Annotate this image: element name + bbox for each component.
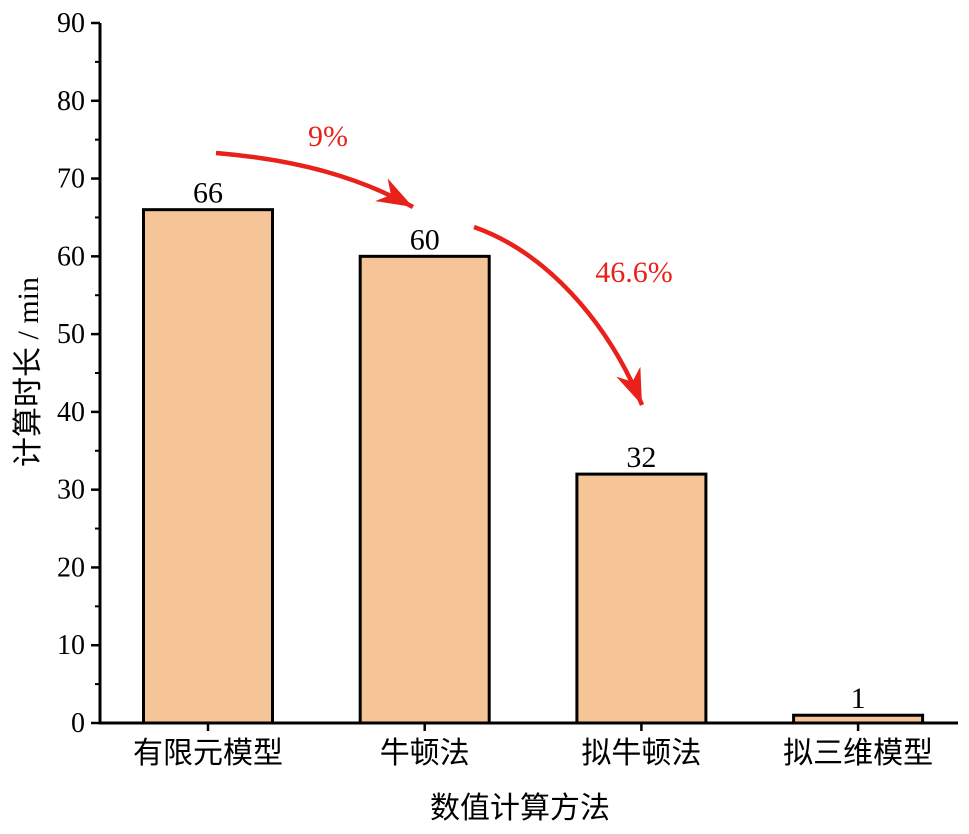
y-tick-label-60: 60 [57,241,85,272]
data-label-2: 60 [410,223,440,256]
annotation-label-2: 46.6% [595,256,673,289]
bar-3 [575,472,708,725]
y-tick-label-40: 40 [57,397,85,428]
y-tick-label-0: 0 [71,708,85,739]
data-label-1: 66 [193,177,223,210]
y-tick-label-90: 90 [57,8,85,39]
y-tick-label-30: 30 [57,475,85,506]
annotation-arrowhead-2 [616,366,642,405]
data-label-3: 32 [626,441,656,474]
x-tick-label-1: 有限元模型 [133,737,283,770]
annotation-label-1: 9% [308,120,348,153]
y-axis-title: 计算时长 / min [12,277,45,467]
annotations-layer: 9% 46.6% [215,120,673,406]
x-axis-title: 数值计算方法 [430,792,610,825]
bar-2 [358,254,491,725]
y-tick-label-80: 80 [57,86,85,117]
y-tick-label-10: 10 [57,630,85,661]
bars-layer [142,208,925,725]
bar-1 [142,208,274,725]
y-tick-label-20: 20 [57,552,85,583]
x-tick-label-2: 牛顿法 [380,737,470,770]
data-label-4: 1 [851,682,866,715]
labels-layer: 66 60 32 1 [193,177,866,716]
annotation-arrowhead-1 [375,178,413,207]
y-tick-label-50: 50 [57,319,85,350]
annotation-arrow-2 [473,224,645,406]
x-tick-label-4: 拟三维模型 [783,737,933,770]
axes-layer: 0 10 20 30 40 50 60 70 80 90 有限元模型 牛顿法 拟牛顿法 拟三维模型 [57,8,958,770]
y-tick-label-70: 70 [57,164,85,195]
x-tick-label-3: 拟牛顿法 [581,737,701,770]
